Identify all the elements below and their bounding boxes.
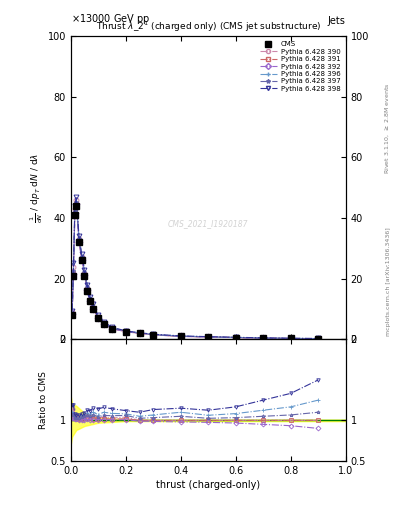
X-axis label: thrust (charged-only): thrust (charged-only) [156, 480, 260, 490]
Text: CMS_2021_I1920187: CMS_2021_I1920187 [168, 220, 248, 228]
Title: Thrust $\lambda\_2^1$ (charged only) (CMS jet substructure): Thrust $\lambda\_2^1$ (charged only) (CM… [95, 20, 321, 34]
Text: Rivet 3.1.10, $\geq$ 2.8M events: Rivet 3.1.10, $\geq$ 2.8M events [384, 82, 391, 174]
Text: $\times$13000 GeV pp: $\times$13000 GeV pp [71, 12, 150, 26]
Text: mcplots.cern.ch [arXiv:1306.3436]: mcplots.cern.ch [arXiv:1306.3436] [386, 227, 391, 336]
Y-axis label: $\frac{1}{\mathrm{d}N}$ / $\mathrm{d}p_T$ $\mathrm{d}N$ / $\mathrm{d}\lambda$: $\frac{1}{\mathrm{d}N}$ / $\mathrm{d}p_T… [28, 153, 45, 223]
Y-axis label: Ratio to CMS: Ratio to CMS [39, 371, 48, 429]
Text: Jets: Jets [328, 15, 346, 26]
Legend: CMS, Pythia 6.428 390, Pythia 6.428 391, Pythia 6.428 392, Pythia 6.428 396, Pyt: CMS, Pythia 6.428 390, Pythia 6.428 391,… [258, 39, 342, 94]
